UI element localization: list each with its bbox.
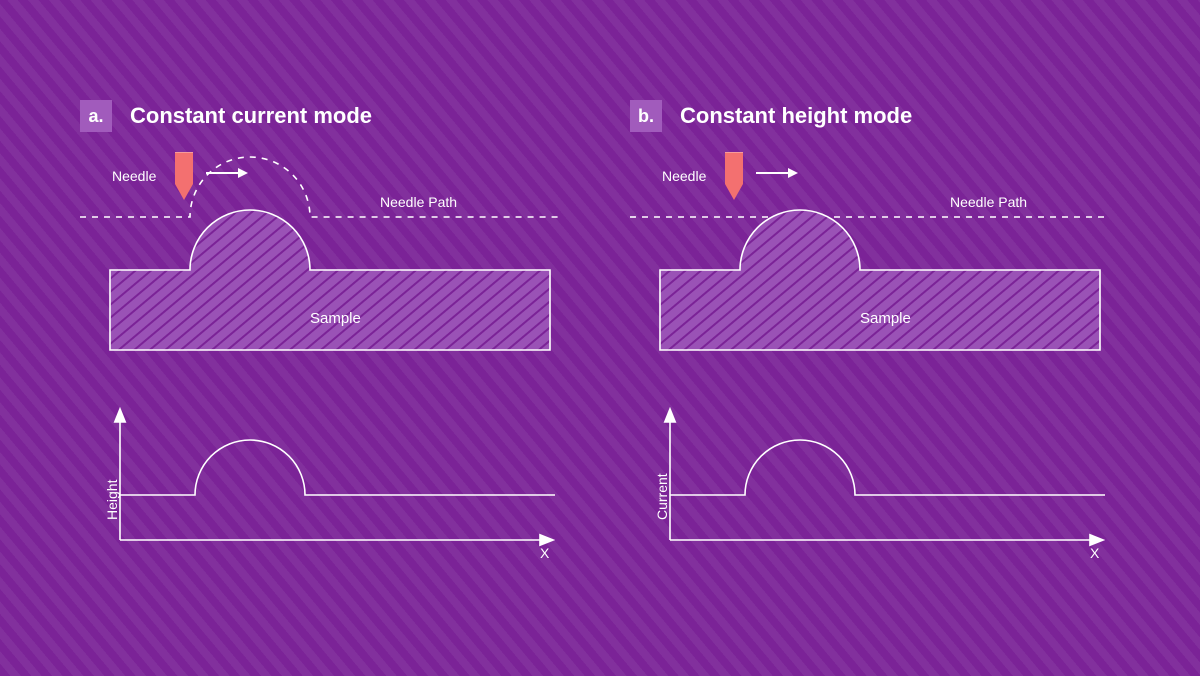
panel-b: b. Constant height mode Needle Needle Pa… bbox=[630, 120, 1110, 600]
panel-b-svg bbox=[630, 120, 1110, 560]
panel-a-sample-label: Sample bbox=[310, 310, 361, 327]
panel-a-graph-curve bbox=[120, 440, 555, 495]
panel-a-sample-shape bbox=[110, 210, 550, 350]
panel-b-y-axis-label: Current bbox=[654, 473, 670, 520]
panel-a-needle-path bbox=[80, 157, 560, 217]
panel-b-sample-shape bbox=[660, 210, 1100, 350]
panel-a-x-axis-label: X bbox=[540, 545, 549, 561]
panel-b-graph-curve bbox=[670, 440, 1105, 495]
panel-b-sample-label: Sample bbox=[860, 310, 911, 327]
panel-a-svg bbox=[80, 120, 560, 560]
panel-b-x-axis-label: X bbox=[1090, 545, 1099, 561]
panel-a: a. Constant current mode Needle Needle P… bbox=[80, 120, 560, 600]
panel-a-y-axis-label: Height bbox=[104, 480, 120, 520]
